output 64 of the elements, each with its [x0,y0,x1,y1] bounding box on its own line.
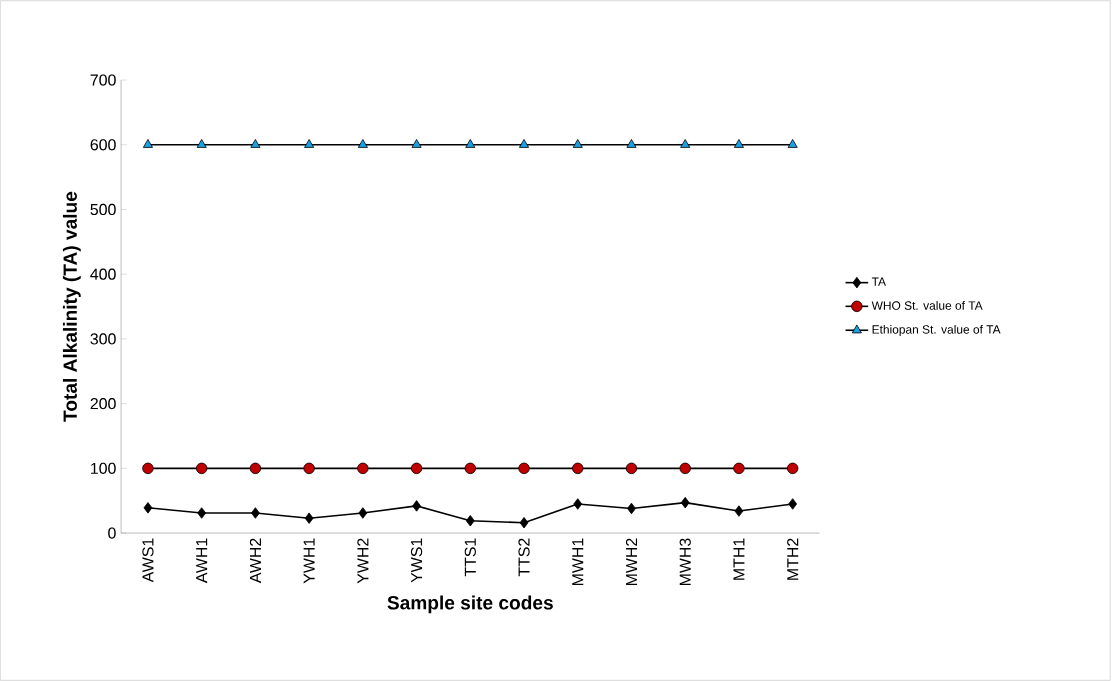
x-tick-label: YWH1 [303,538,315,584]
legend-label: TA [871,277,886,286]
point [680,497,690,509]
point [142,139,153,149]
point [251,507,260,519]
point [465,139,476,149]
point [412,500,421,512]
point [357,462,369,475]
y-tick-label: 700 [90,74,116,86]
point [625,462,638,475]
point [197,507,207,519]
point [304,139,315,149]
y-tick-label: 200 [90,398,116,410]
point [572,139,583,149]
point [519,517,529,529]
point [358,507,368,519]
point [518,462,530,475]
x-tick-label: MTH1 [733,538,745,580]
point [519,139,530,149]
point [786,462,799,475]
legend-label: Ethiopan St. value of TA [872,325,1001,337]
x-tick-label: YWS1 [410,538,423,583]
x-axis-title: Sample site codes [387,595,553,614]
point [357,139,368,149]
point [249,462,262,475]
point [733,139,744,149]
point [142,462,154,475]
point [304,512,314,525]
point [196,139,207,149]
x-tick-label: AWS1 [142,538,154,583]
x-tick-label: TTS2 [518,538,530,577]
x-tick-label: AWH2 [249,538,261,584]
point [465,515,475,527]
point [787,139,798,149]
point [626,139,637,149]
y-tick-label: 400 [90,268,116,281]
legend-label: WHO St. value of TA [871,301,983,310]
x-tick-label: MWH1 [572,538,584,586]
y-tick-label: 0 [108,527,116,539]
point [679,462,691,475]
y-axis-title: Total Alkalinity (TA) value [62,192,81,422]
point [680,139,691,149]
point [573,498,583,510]
x-tick-label: MTH2 [787,538,799,580]
x-tick-label: YWH2 [357,538,369,584]
point [411,139,422,149]
point [250,139,261,149]
point [303,462,315,475]
x-tick-label: MWH2 [625,538,638,586]
point [733,462,745,475]
point [734,505,744,517]
point [195,462,208,475]
y-tick-label: 300 [90,333,116,345]
y-tick-label: 600 [90,139,116,151]
point [572,462,584,475]
point [464,462,477,475]
point [410,462,423,475]
point [788,498,798,510]
y-tick-label: 500 [90,204,116,216]
x-tick-label: TTS1 [464,538,476,577]
y-tick-label: 100 [91,462,116,475]
point [143,502,153,514]
x-tick-label: AWH1 [196,538,208,584]
x-tick-label: MWH3 [679,538,691,586]
